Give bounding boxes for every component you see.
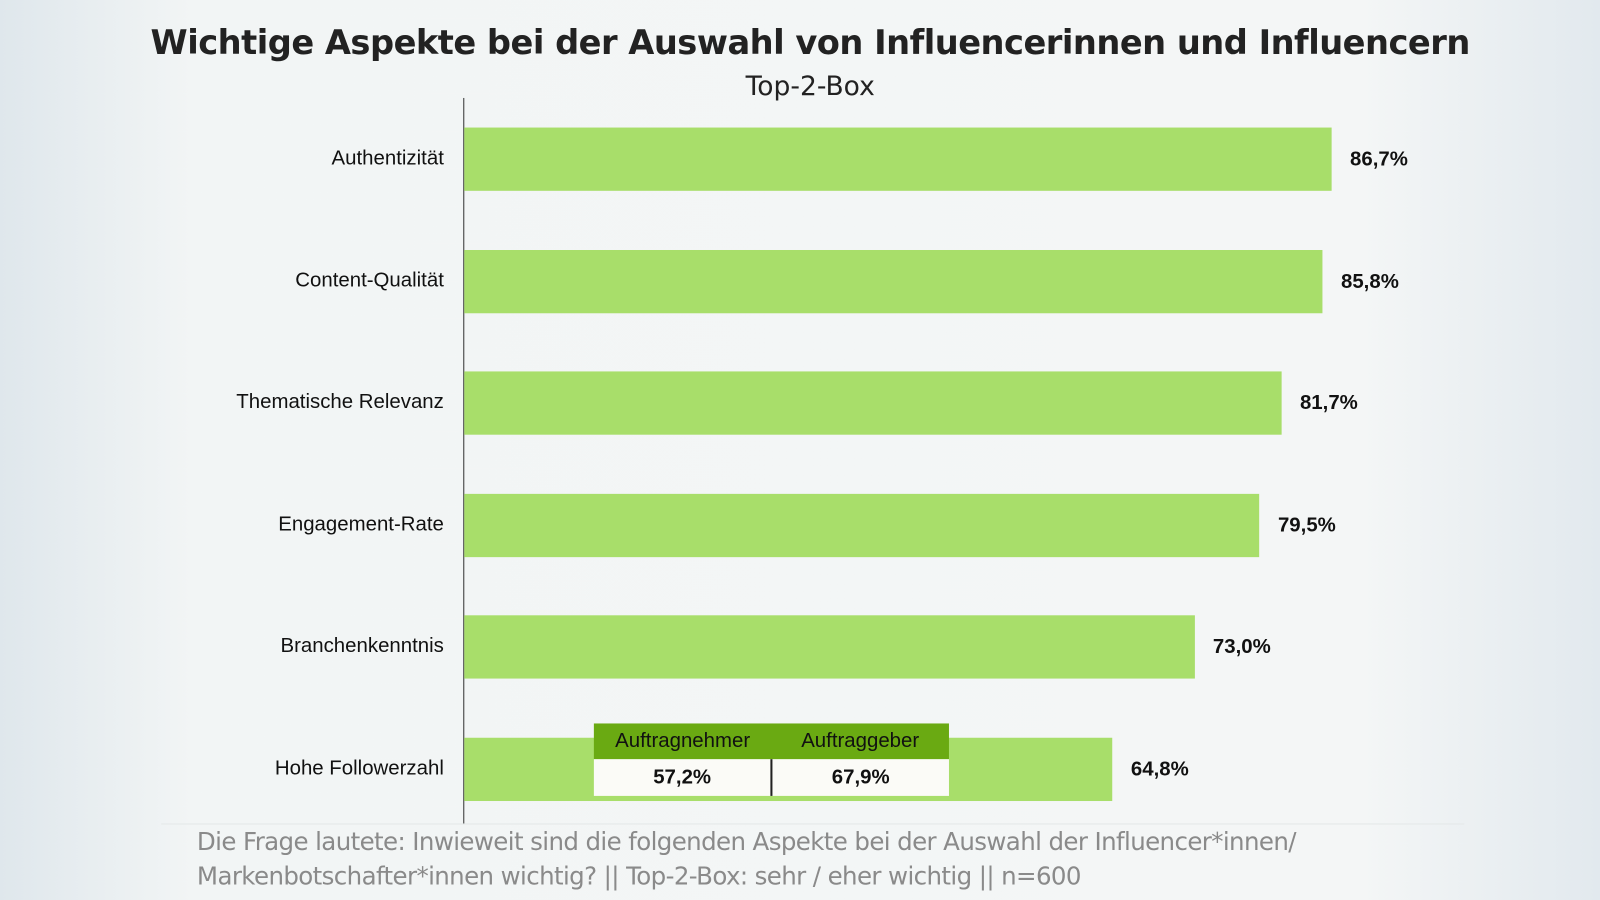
category-label: Authentizität [331, 146, 444, 170]
inset-header-auftragnehmer: Auftragnehmer [615, 729, 751, 753]
inset-value-auftraggeber: 67,9% [831, 765, 890, 789]
bar [464, 127, 1332, 191]
y-axis-line [463, 97, 465, 825]
chart-subtitle: Top-2-Box [745, 71, 875, 103]
data-label: 81,7% [1299, 392, 1358, 415]
data-label: 86,7% [1349, 147, 1408, 171]
divider [161, 823, 1465, 825]
inset-header-auftraggeber: Auftraggeber [801, 729, 920, 753]
bar [464, 371, 1282, 435]
category-label: Thematische Relevanz [236, 391, 444, 414]
data-label: 85,8% [1340, 269, 1399, 293]
footnote-line-2: Markenbotschafter*innen wichtig? || Top-… [196, 862, 1082, 891]
category-label: Content-Qualität [295, 268, 444, 292]
category-label: Hohe Followerzahl [274, 757, 444, 780]
data-label: 64,8% [1130, 758, 1189, 781]
inset-value-auftragnehmer: 57,2% [594, 759, 773, 796]
bar [464, 615, 1195, 679]
category-label: Engagement-Rate [278, 513, 444, 536]
footnote-line-1: Die Frage lautete: Inwieweit sind die fo… [196, 827, 1297, 857]
inset-table: Auftragnehmer Auftraggeber 57,2% 67,9% [593, 723, 949, 796]
footnote: Die Frage lautete: Inwieweit sind die fo… [196, 824, 1297, 893]
data-label: 79,5% [1277, 514, 1336, 537]
category-label: Branchenkenntnis [280, 635, 444, 658]
chart-title: Wichtige Aspekte bei der Auswahl von Inf… [150, 22, 1471, 63]
data-label: 73,0% [1212, 636, 1271, 659]
bar [464, 493, 1260, 557]
bar [464, 249, 1323, 313]
